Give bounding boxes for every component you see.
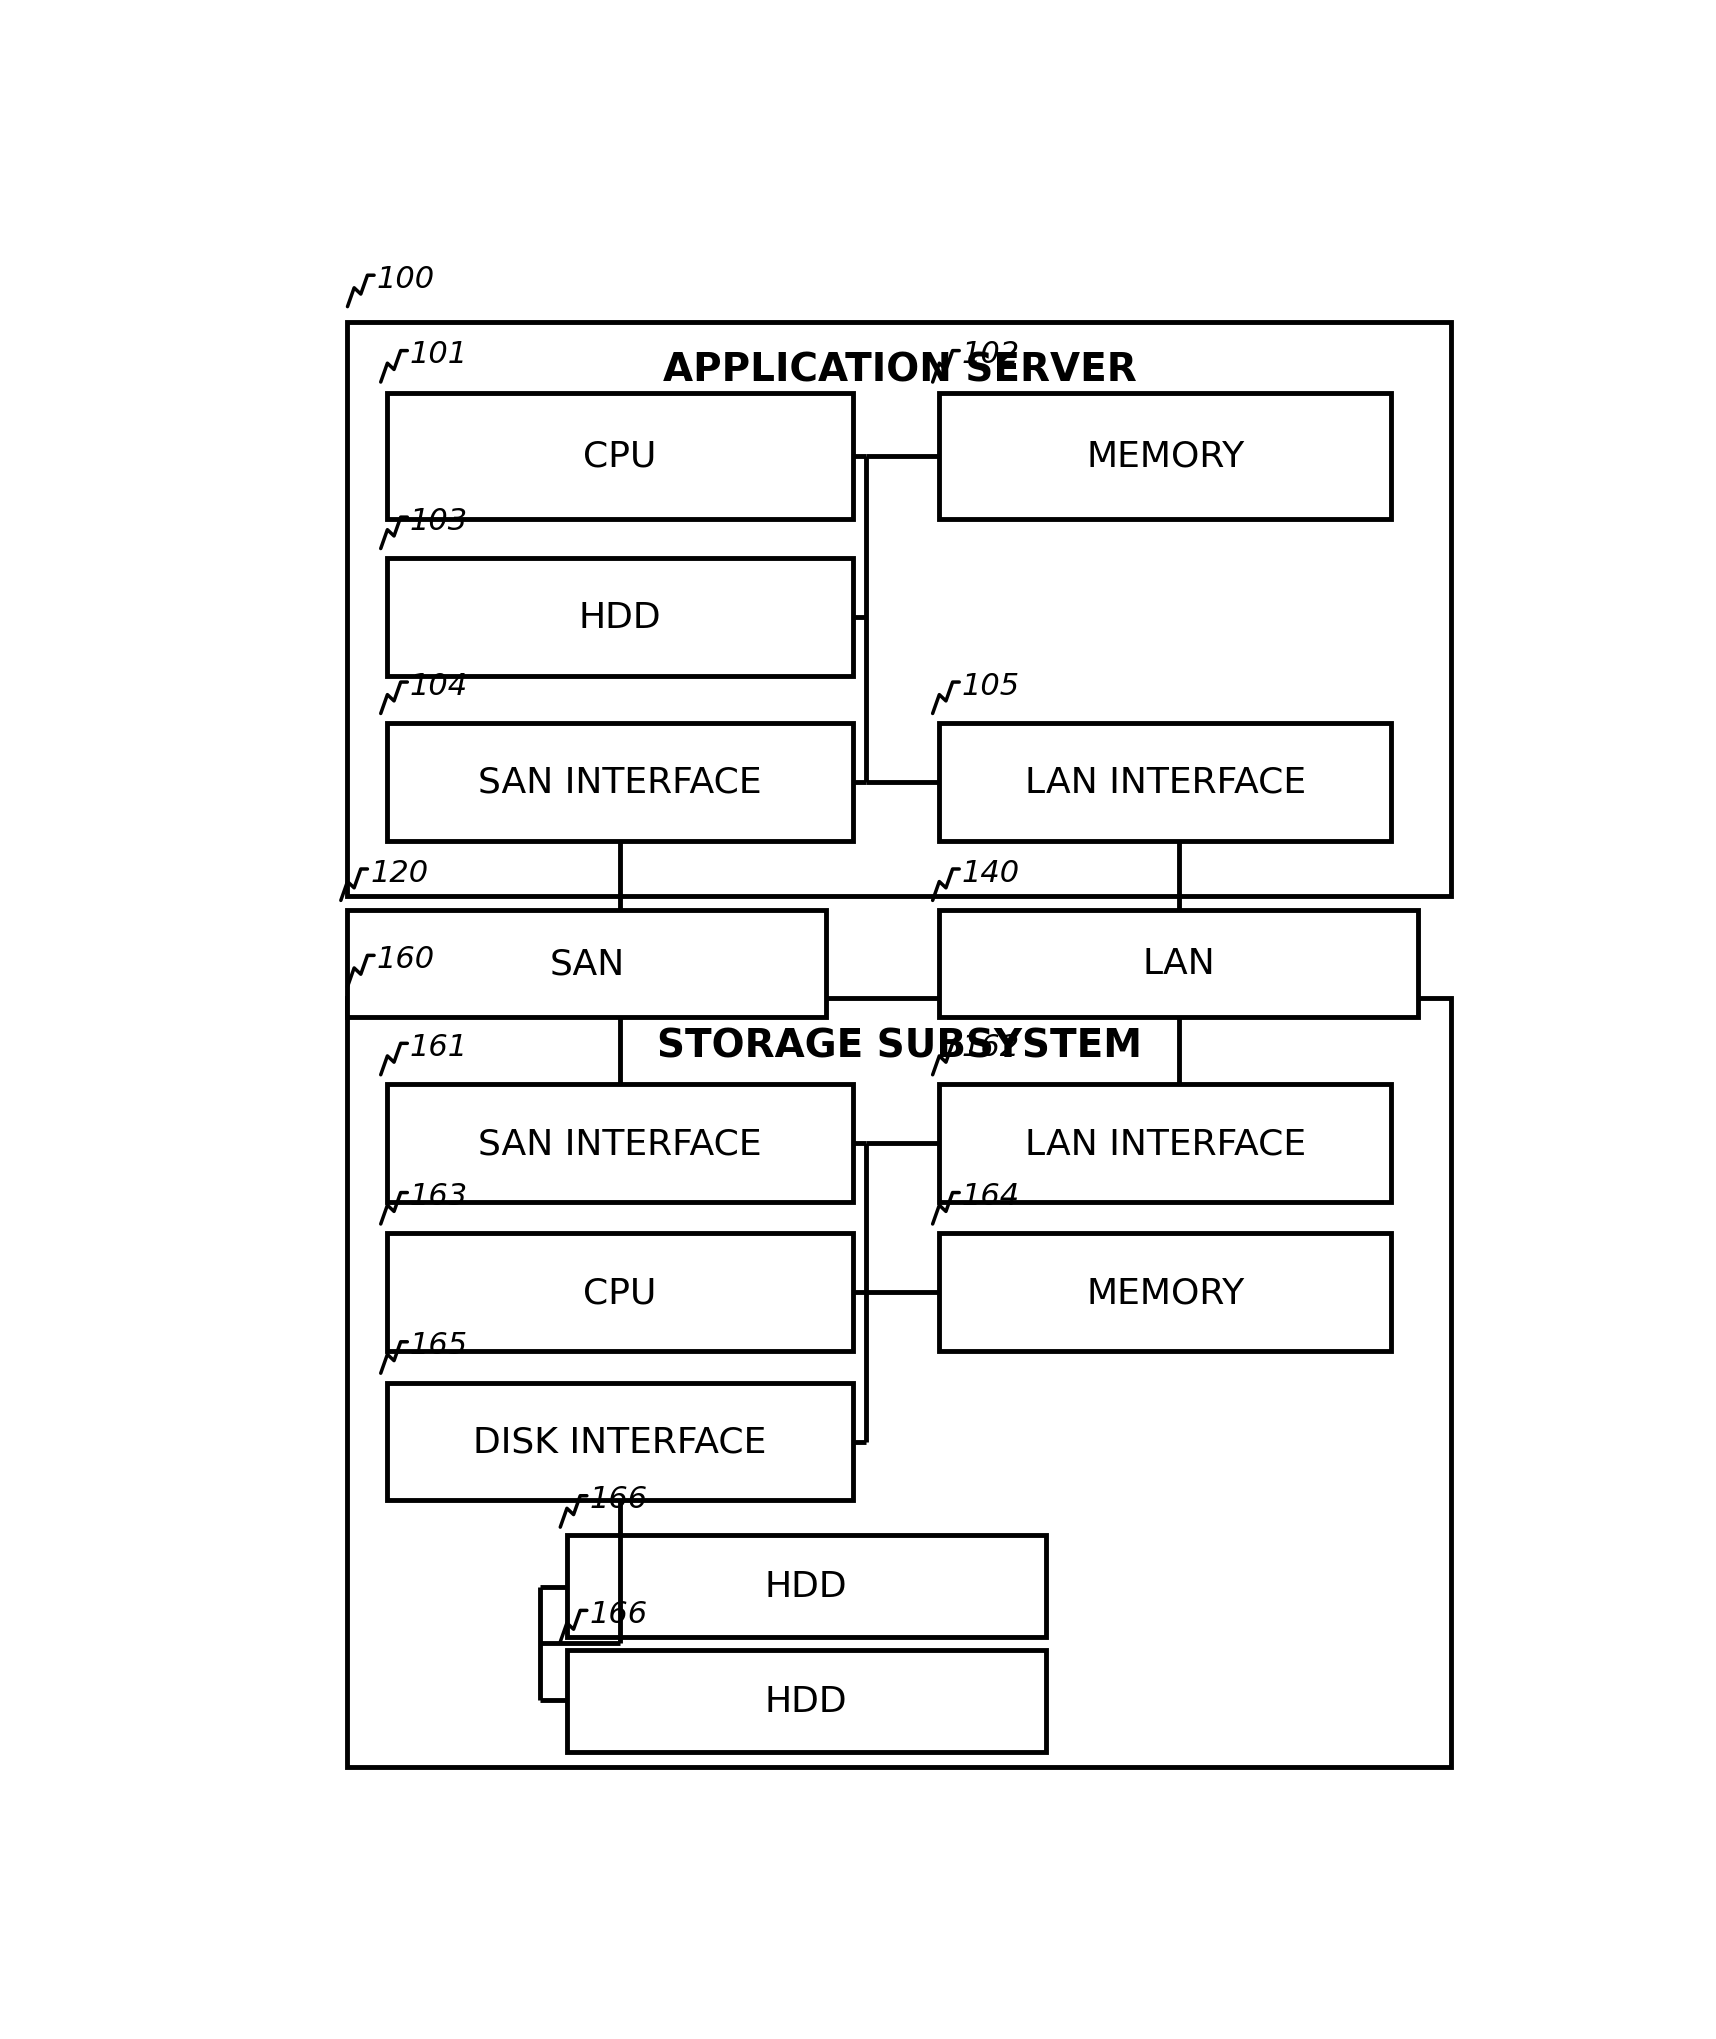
Bar — [388, 1382, 853, 1501]
Text: LAN INTERFACE: LAN INTERFACE — [1024, 765, 1306, 799]
Text: 105: 105 — [963, 671, 1019, 699]
Text: 100: 100 — [378, 265, 434, 294]
Bar — [566, 1650, 1045, 1752]
Text: APPLICATION SERVER: APPLICATION SERVER — [662, 351, 1136, 389]
Text: SAN INTERFACE: SAN INTERFACE — [479, 1126, 762, 1160]
Text: STORAGE SUBSYSTEM: STORAGE SUBSYSTEM — [657, 1026, 1141, 1064]
Bar — [388, 559, 853, 677]
Text: 162: 162 — [963, 1032, 1019, 1062]
Text: MEMORY: MEMORY — [1086, 1276, 1244, 1309]
Text: HDD: HDD — [765, 1570, 848, 1603]
Bar — [388, 394, 853, 520]
Text: 140: 140 — [963, 858, 1019, 887]
Bar — [939, 394, 1392, 520]
Bar — [388, 724, 853, 842]
Bar — [939, 1234, 1392, 1352]
Text: CPU: CPU — [583, 1276, 657, 1309]
Bar — [347, 909, 827, 1017]
Text: 166: 166 — [590, 1599, 647, 1629]
Text: 103: 103 — [410, 506, 468, 536]
Text: LAN INTERFACE: LAN INTERFACE — [1024, 1126, 1306, 1160]
Text: HDD: HDD — [578, 602, 661, 634]
Text: CPU: CPU — [583, 440, 657, 473]
Text: DISK INTERFACE: DISK INTERFACE — [474, 1425, 767, 1458]
Text: SAN INTERFACE: SAN INTERFACE — [479, 765, 762, 799]
Bar — [347, 322, 1452, 897]
Text: LAN: LAN — [1143, 946, 1215, 981]
Text: 164: 164 — [963, 1183, 1019, 1211]
Bar — [347, 999, 1452, 1768]
Text: 166: 166 — [590, 1484, 647, 1513]
Text: HDD: HDD — [765, 1684, 848, 1719]
Text: 163: 163 — [410, 1183, 468, 1211]
Text: 101: 101 — [410, 341, 468, 369]
Text: 102: 102 — [963, 341, 1019, 369]
Bar — [939, 909, 1417, 1017]
Bar — [388, 1085, 853, 1203]
Text: 161: 161 — [410, 1032, 468, 1062]
Bar — [388, 1234, 853, 1352]
Text: 104: 104 — [410, 671, 468, 699]
Bar — [939, 724, 1392, 842]
Text: SAN: SAN — [549, 946, 625, 981]
Bar — [566, 1535, 1045, 1637]
Bar — [939, 1085, 1392, 1203]
Text: 160: 160 — [378, 944, 434, 973]
Text: MEMORY: MEMORY — [1086, 440, 1244, 473]
Text: 120: 120 — [371, 858, 429, 887]
Text: 165: 165 — [410, 1331, 468, 1360]
